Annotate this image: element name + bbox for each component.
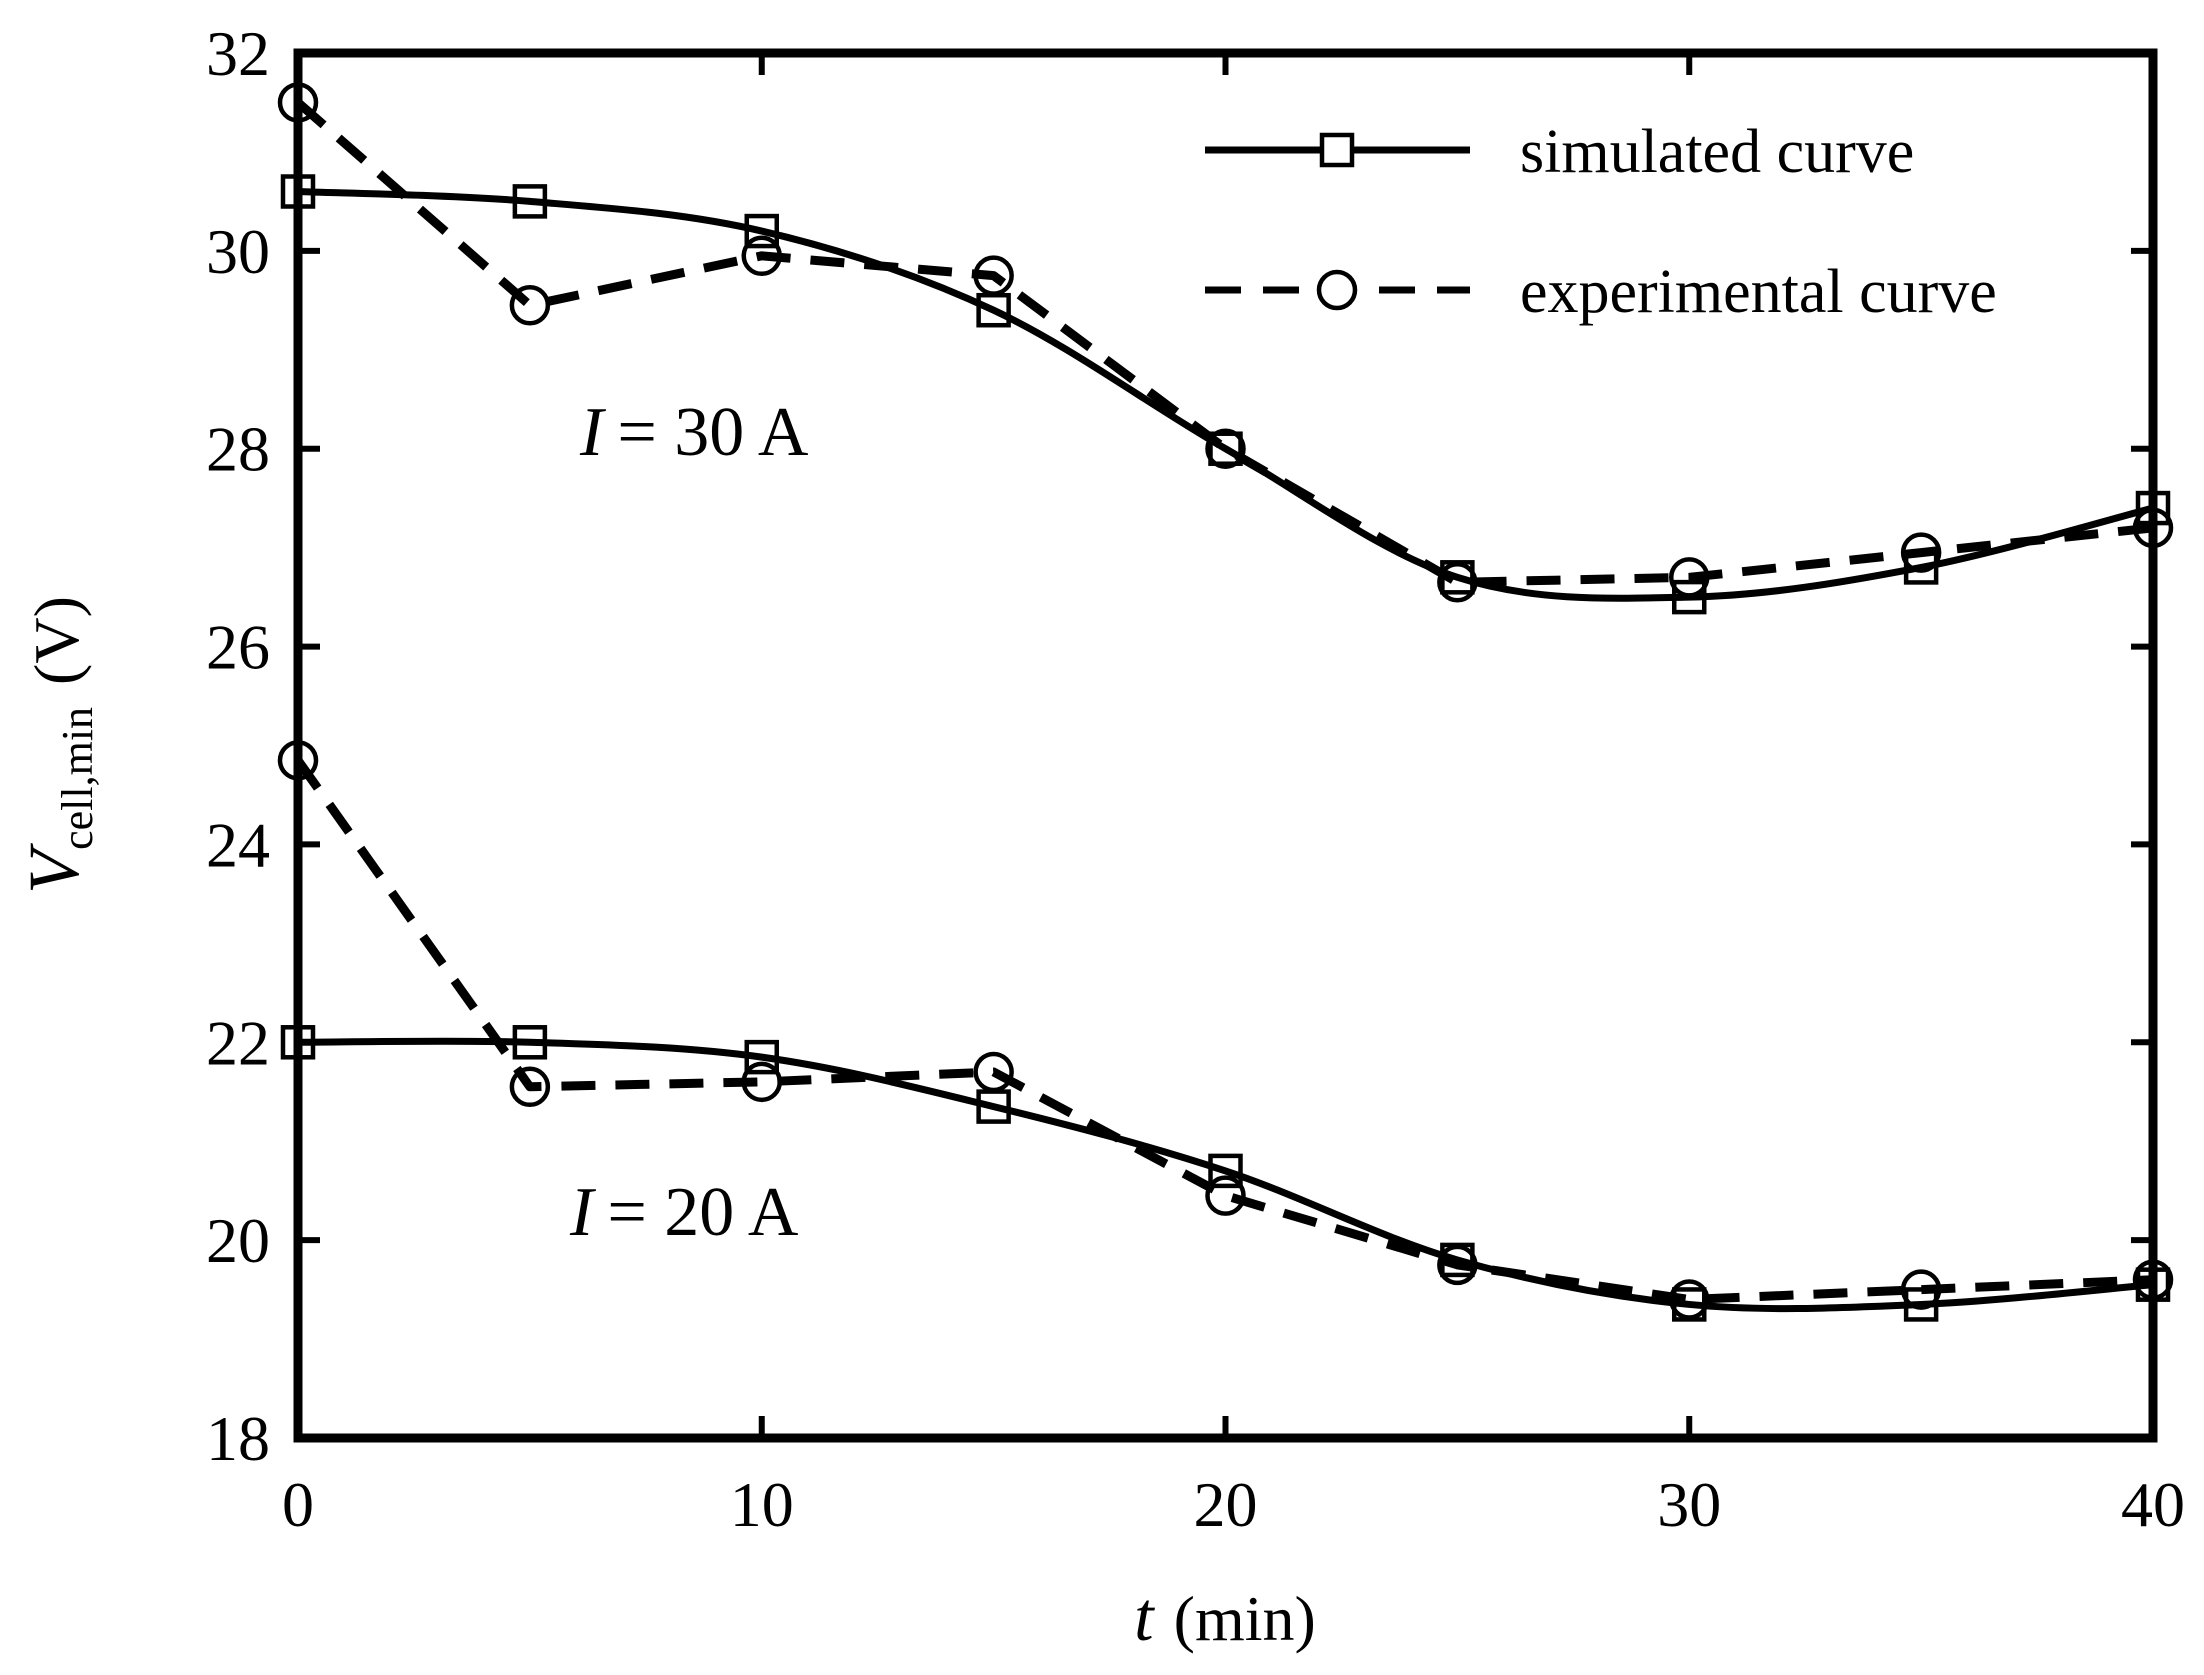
series-30A-simulated-point-4 xyxy=(1208,431,1243,466)
series-30A-simulated-point-2 xyxy=(744,213,779,249)
series-20A-experimental-point-6 xyxy=(1669,1279,1710,1320)
series-20A-experimental-point-1 xyxy=(509,1066,551,1108)
marker-layer xyxy=(277,82,2174,1322)
series-30A-experimental-point-3 xyxy=(973,255,1014,296)
series-30A-experimental-point-6 xyxy=(1669,557,1710,598)
series-20A-experimental-point-5 xyxy=(1437,1244,1478,1286)
series-20A-experimental-line xyxy=(294,757,2154,1304)
x-axis-symbol: t xyxy=(1134,1579,1155,1656)
series-20A-experimental-point-2 xyxy=(741,1061,782,1103)
series-20A-simulated-line xyxy=(297,1037,2154,1313)
legend: simulated curve experimental curve xyxy=(1205,118,1997,326)
series-20A-simulated-point-7 xyxy=(1903,1287,1939,1322)
y-axis-unit: (V) xyxy=(21,596,92,685)
series-30A-experimental-point-2 xyxy=(741,235,782,277)
x-tick-label-20: 20 xyxy=(1194,1469,1258,1540)
y-tick-label-22: 22 xyxy=(206,1007,270,1078)
legend-simulated-marker xyxy=(1319,132,1355,168)
y-tick-label-30: 30 xyxy=(206,216,270,287)
annotation-20A: I = 20 A xyxy=(569,1174,799,1251)
legend-experimental-label: experimental curve xyxy=(1520,258,1997,326)
x-axis-label: t (min) xyxy=(1134,1579,1316,1656)
series-20A-experimental-point-4 xyxy=(1205,1175,1246,1216)
series-30A-simulated-point-1 xyxy=(512,184,548,219)
annotation-30A-text: = 30 A xyxy=(617,394,809,471)
y-tick-label-32: 32 xyxy=(206,18,270,89)
y-axis-subscript: cell,min xyxy=(53,707,102,850)
annotation-30A: I = 30 A xyxy=(579,394,809,471)
y-axis-symbol: V xyxy=(14,843,94,894)
series-30A-experimental-point-1 xyxy=(509,285,551,326)
x-tick-label-40: 40 xyxy=(2121,1469,2185,1540)
series-20A-simulated-point-2 xyxy=(744,1039,779,1075)
y-tick-label-26: 26 xyxy=(206,612,270,683)
annotation-20A-text: = 20 A xyxy=(607,1174,799,1251)
series-20A-simulated-point-1 xyxy=(512,1025,548,1060)
x-axis-unit: (min) xyxy=(1174,1583,1316,1654)
series-20A-experimental-point-7 xyxy=(1900,1269,1942,1310)
y-tick-label-24: 24 xyxy=(206,809,270,880)
series-20A-simulated-point-4 xyxy=(1208,1153,1243,1189)
series-30A-simulated-point-7 xyxy=(1903,550,1939,585)
series-30A-experimental-point-5 xyxy=(1437,562,1478,603)
y-tick-label-20: 20 xyxy=(206,1205,270,1276)
annotation-20A-symbol: I xyxy=(569,1174,597,1251)
series-20A-experimental-point-3 xyxy=(973,1051,1014,1093)
y-tick-label-28: 28 xyxy=(206,414,270,485)
series-30A-experimental-point-4 xyxy=(1205,428,1246,469)
x-tick-label-0: 0 xyxy=(282,1469,314,1540)
x-tick-label-30: 30 xyxy=(1657,1469,1721,1540)
series-30A-experimental-point-7 xyxy=(1900,532,1942,573)
legend-simulated-label: simulated curve xyxy=(1520,118,1914,186)
series-30A-experimental-line xyxy=(295,99,2154,587)
series-30A-simulated-line xyxy=(297,188,2154,602)
tick-layer: 18 20 22 24 26 28 30 32 0 10 20 30 40 xyxy=(206,18,2185,1540)
y-tick-label-18: 18 xyxy=(206,1403,270,1474)
legend-experimental-marker xyxy=(1316,269,1358,311)
y-axis-label: Vcell,min (V) xyxy=(14,596,102,894)
series-30A-simulated-point-6 xyxy=(1672,579,1707,615)
x-tick-label-10: 10 xyxy=(730,1469,794,1540)
series-layer xyxy=(294,99,2154,1313)
annotation-30A-symbol: I xyxy=(579,394,607,471)
